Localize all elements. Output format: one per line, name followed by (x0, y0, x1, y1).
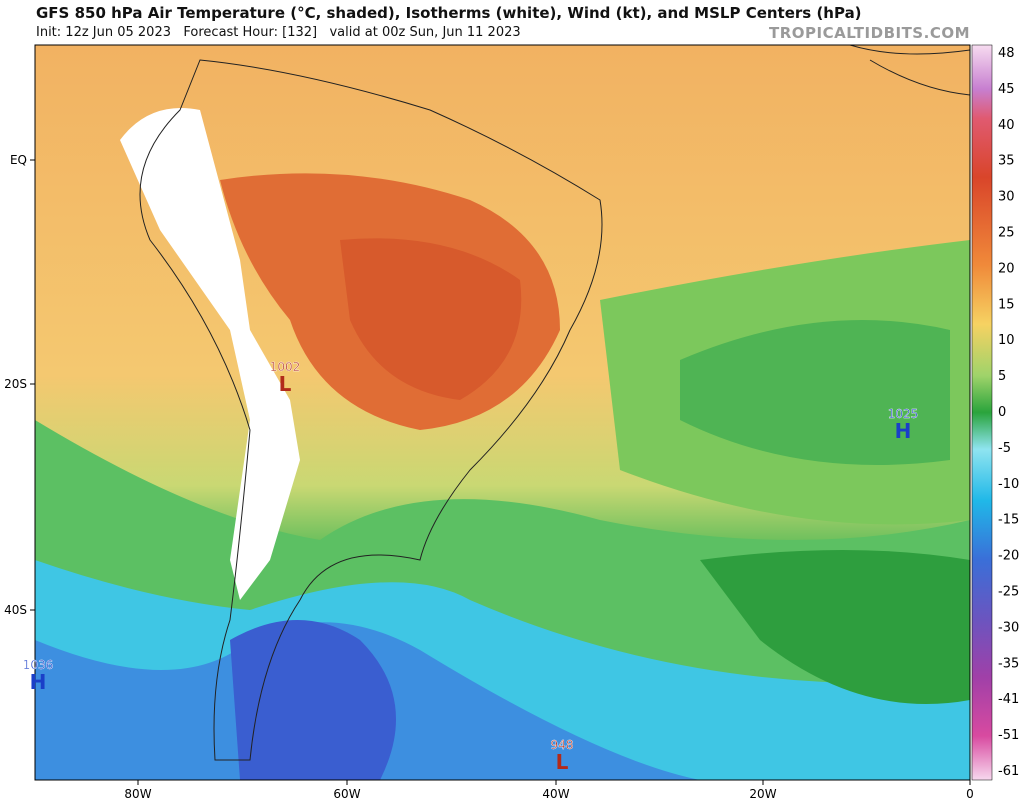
colorbar-label: -30 (998, 620, 1019, 635)
colorbar-label: 40 (998, 118, 1015, 133)
site-name: TROPICALTIDBITS.COM (769, 24, 970, 42)
lon-label: 0 (966, 787, 974, 800)
pressure-center: L (279, 372, 292, 396)
temperature-field (35, 45, 970, 780)
colorbar-label: -35 (998, 656, 1019, 671)
colorbar-label: -20 (998, 549, 1019, 564)
colorbar-label: 0 (998, 405, 1006, 420)
colorbar-label: 20 (998, 261, 1015, 276)
pressure-value: 1002 (270, 360, 301, 374)
lat-label: EQ (10, 153, 27, 167)
map-subtitle: Init: 12z Jun 05 2023 Forecast Hour: [13… (36, 25, 521, 40)
colorbar-label: 30 (998, 190, 1015, 205)
colorbar-label: 25 (998, 226, 1015, 241)
lon-label: 40W (542, 787, 569, 800)
colorbar-label: 5 (998, 369, 1006, 384)
pressure-value: 1036 (23, 658, 54, 672)
pressure-center: L (556, 750, 569, 774)
lat-label: 20S (4, 377, 27, 391)
pressure-center: H (30, 670, 47, 694)
colorbar-label: 45 (998, 82, 1015, 97)
colorbar-label: -41 (998, 692, 1019, 707)
colorbar-label: -61 (998, 764, 1019, 779)
colorbar-label: -25 (998, 585, 1019, 600)
colorbar-label: 35 (998, 154, 1015, 169)
colorbar-label: 48 (998, 46, 1015, 61)
colorbar-label: 15 (998, 297, 1015, 312)
pressure-value: 948 (551, 738, 574, 752)
map-frame (34, 44, 971, 781)
colorbar-label: -51 (998, 728, 1019, 743)
lon-label: 80W (124, 787, 151, 800)
colorbar (971, 44, 993, 781)
lon-label: 60W (333, 787, 360, 800)
lon-label: 20W (749, 787, 776, 800)
colorbar-label: -5 (998, 441, 1011, 456)
pressure-value: 1025 (888, 407, 919, 421)
pressure-center: H (895, 419, 912, 443)
colorbar-label: -10 (998, 477, 1019, 492)
colorbar-label: -15 (998, 513, 1019, 528)
colorbar-label: 10 (998, 333, 1015, 348)
lat-label: 40S (4, 603, 27, 617)
map-title: GFS 850 hPa Air Temperature (°C, shaded)… (36, 4, 862, 22)
